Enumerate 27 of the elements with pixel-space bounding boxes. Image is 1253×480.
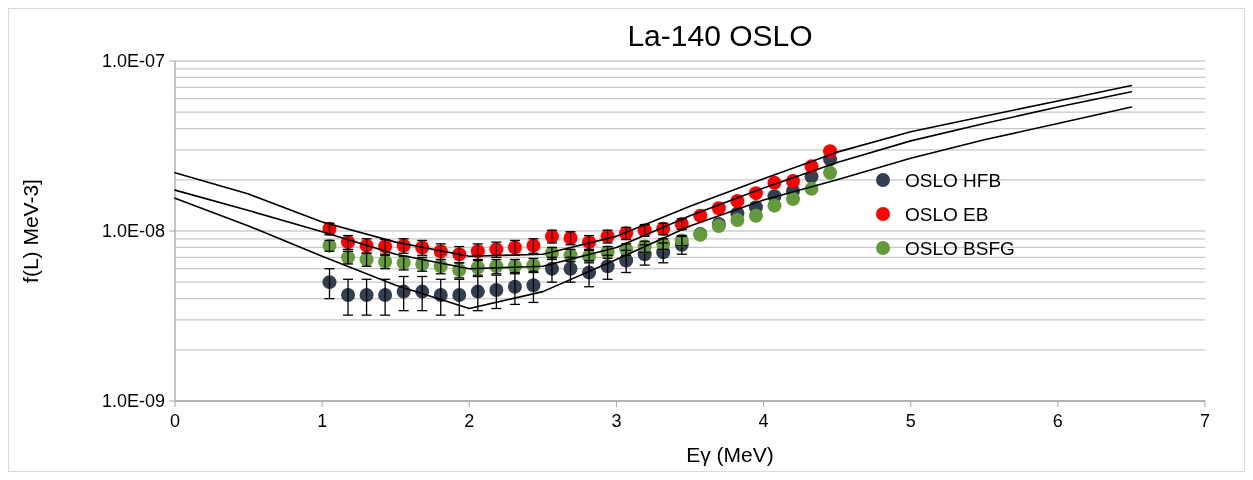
y-tick-label: 1.0E-07 (101, 51, 165, 72)
x-tick-label: 0 (169, 411, 181, 431)
x-tick-label: 5 (905, 411, 916, 431)
x-tick-label: 6 (1052, 411, 1063, 431)
line-series (174, 106, 1133, 310)
point (823, 165, 838, 180)
x-tick-label: 2 (464, 411, 475, 431)
legend-label: OSLO BSFG (905, 237, 1015, 259)
point (748, 208, 763, 223)
point (489, 282, 504, 297)
y-tick-label: 1.0E-08 (101, 221, 165, 242)
legend-label: OSLO EB (905, 203, 989, 225)
x-tick-label: 4 (758, 411, 769, 431)
point (452, 288, 467, 303)
x-tick-label: 1 (317, 411, 328, 431)
x-axis-title: Eγ (MeV) (686, 443, 774, 466)
point (730, 213, 745, 228)
point (563, 261, 578, 276)
point (786, 192, 800, 207)
point (359, 288, 374, 303)
point (767, 198, 782, 213)
x-tick-label: 3 (611, 411, 622, 431)
y-tick-label: 1.0E-09 (101, 391, 165, 412)
chart-title: La-140 OSLO (627, 19, 813, 52)
legend-label: OSLO HFB (905, 169, 1002, 191)
x-tick-label: 7 (1199, 411, 1211, 431)
y-axis-title: f(L) MeV-3] (19, 179, 42, 283)
